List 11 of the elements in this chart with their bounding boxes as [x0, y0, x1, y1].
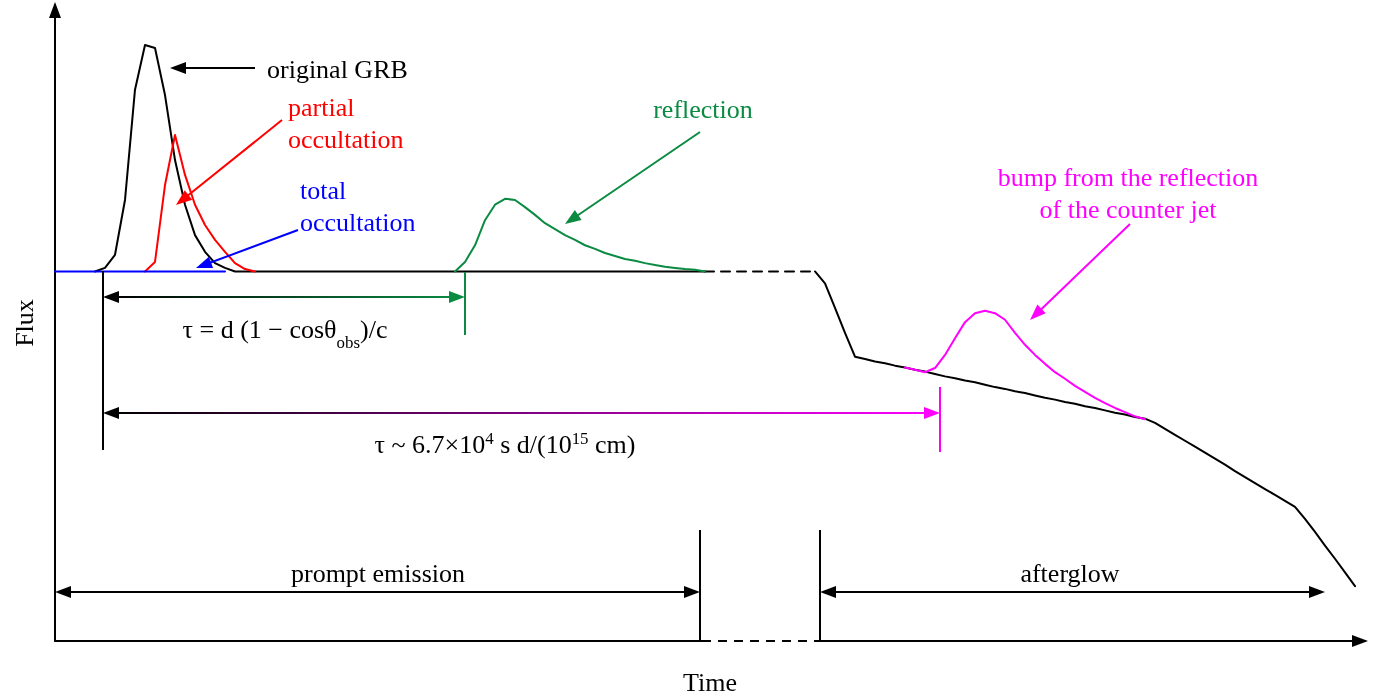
annotation: τ = d (1 − cosθ$_{obs}$)/c	[182, 315, 388, 352]
annotation: original GRB	[267, 55, 408, 84]
annotation: afterglow	[1020, 559, 1120, 588]
annotation: partial occultation	[288, 93, 404, 154]
annotation: total occultation	[300, 176, 416, 237]
annotation: reflection	[653, 95, 753, 124]
annotation: prompt emission	[290, 559, 466, 588]
y-axis-title: Flux	[9, 299, 39, 347]
annotation: τ ~ 6.7×10$^{4}$ s d/(10$^{15}$ cm)	[374, 428, 636, 459]
x-axis-title: Time	[683, 667, 737, 692]
annotation: bump from the reflection of the counter jet	[997, 163, 1259, 224]
